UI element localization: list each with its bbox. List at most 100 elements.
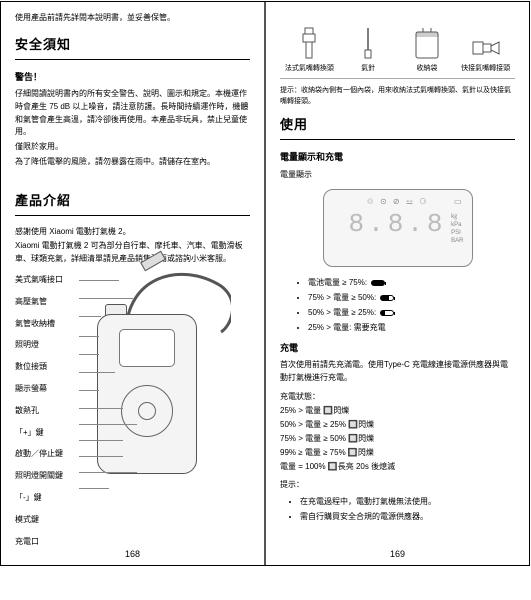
page-number: 169	[266, 547, 529, 561]
page-168: 使用產品前請先詳閱本說明書，並妥善保管。 安全須知 警告！ 仔細閱讀說明書內的所…	[1, 2, 265, 565]
page-169: 法式氣嘴轉換頭 氣針 收納袋 快接氣嘴轉接頭 提示：	[265, 2, 529, 565]
warning-text-2: 僅限於家用。	[15, 141, 250, 154]
diagram-label: 模式鍵	[15, 514, 79, 527]
accessory-item: 法式氣嘴轉換頭	[283, 24, 335, 74]
accessories-row: 法式氣嘴轉換頭 氣針 收納袋 快接氣嘴轉接頭	[280, 16, 515, 74]
state-line: 75% > 電量 ≥ 50% 🔲閃爍	[280, 433, 515, 446]
unit: BAR	[451, 238, 463, 246]
quick-adapter-icon	[471, 24, 501, 60]
product-diagram: 美式氣嘴接口 高壓氣管 氣管收納槽 照明燈 數位接頭 顯示螢幕 散熱孔 「+」鍵…	[15, 274, 250, 504]
battery-pill-icon	[380, 310, 394, 316]
leader-line	[79, 336, 99, 337]
thanks-text: 感謝使用 Xiaomi 電動打氣機 2。	[15, 226, 250, 239]
tips-list: 在充電過程中，電動打氣機無法使用。 需自行購買安全合規的電源供應器。	[300, 496, 515, 524]
heading-safety: 安全須知	[15, 35, 250, 56]
leader-line	[79, 440, 123, 441]
diagram-label: 啟動／停止鍵	[15, 448, 79, 461]
rule	[280, 139, 515, 140]
leader-line	[79, 424, 137, 425]
leader-line	[79, 390, 99, 391]
diagram-label: 「-」鍵	[15, 492, 79, 505]
leader-line	[79, 372, 115, 373]
heading-battery: 電量顯示和充電	[280, 150, 515, 164]
state-line: 99% ≥ 電量 ≥ 75% 🔲閃爍	[280, 447, 515, 460]
device-illustration	[97, 314, 197, 474]
device-dial	[121, 385, 173, 437]
level-text: 電池電量 ≥ 75%:	[308, 278, 367, 287]
bag-icon	[414, 24, 440, 60]
battery-icon: ▭	[454, 196, 462, 209]
level-text: 25% > 電量: 需要充電	[308, 323, 386, 332]
adapter-icon	[300, 24, 318, 60]
unit: kPa	[451, 222, 463, 230]
battery-level-list: 電池電量 ≥ 75%: 75% > 電量 ≥ 50%: 50% > 電量 ≥ 2…	[308, 277, 515, 334]
accessory-label: 法式氣嘴轉換頭	[285, 63, 334, 74]
battery-pill-icon	[371, 280, 385, 286]
device-body	[97, 314, 197, 474]
unit-list: ㎏ kPa PSI BAR	[451, 214, 463, 245]
list-item: 在充電過程中，電動打氣機無法使用。	[300, 496, 515, 509]
leader-line	[79, 456, 123, 457]
list-item: 需自行購買安全合規的電源供應器。	[300, 511, 515, 524]
diagram-label: 氣管收納槽	[15, 318, 79, 331]
warning-text-1: 仔細閱讀說明書內的所有安全警告、說明、圖示和規定。本機運作時會產生 75 dB …	[15, 88, 250, 139]
warning-text-3: 為了降低電擊的風險，請勿暴露在雨中。請儲存在室內。	[15, 156, 250, 169]
heading-charge: 充電	[280, 341, 515, 355]
list-item: 75% > 電量 ≥ 50%:	[308, 292, 515, 305]
leader-line	[79, 316, 101, 317]
diagram-label: 照明燈	[15, 339, 79, 352]
state-line: 50% > 電量 ≥ 25% 🔲閃爍	[280, 419, 515, 432]
heading-tips: 提示：	[280, 479, 515, 492]
accessory-label: 收納袋	[416, 63, 437, 74]
heading-use: 使用	[280, 115, 515, 136]
list-item: 電池電量 ≥ 75%:	[308, 277, 515, 290]
rule	[15, 215, 250, 216]
intro-text: 使用產品前請先詳閱本說明書，並妥善保管。	[15, 12, 250, 25]
battery-pill-icon	[380, 295, 394, 301]
accessory-item: 快接氣嘴轉接頭	[460, 24, 512, 74]
state-line: 25% > 電量 🔲閃爍	[280, 405, 515, 418]
diagram-label: 照明燈開關鍵	[15, 470, 79, 483]
battery-show-label: 電量顯示	[280, 169, 515, 182]
page-spread: 使用產品前請先詳閱本說明書，並妥善保管。 安全須知 警告！ 仔細閱讀說明書內的所…	[0, 1, 530, 566]
leader-line	[79, 472, 137, 473]
diagram-labels: 美式氣嘴接口 高壓氣管 氣管收納槽 照明燈 數位接頭 顯示螢幕 散熱孔 「+」鍵…	[15, 274, 79, 557]
accessory-tip: 提示：收納袋內側有一個內袋，用來收納法式氣嘴轉換頭、氣針以及快接氣嘴轉接頭。	[280, 85, 515, 107]
needle-icon	[363, 24, 373, 60]
leader-line	[79, 298, 133, 299]
rule	[280, 78, 515, 79]
rule	[15, 59, 250, 60]
heading-charge-state: 充電狀態：	[280, 391, 515, 404]
accessory-item: 氣針	[342, 24, 394, 74]
leader-line	[79, 354, 99, 355]
list-item: 25% > 電量: 需要充電	[308, 322, 515, 335]
leader-line	[79, 280, 119, 281]
product-desc: Xiaomi 電動打氣機 2 可為部分自行車、摩托車、汽車、電動滑板車、球類充氣…	[15, 240, 250, 266]
unit: ㎏	[451, 214, 463, 222]
diagram-label: 高壓氣管	[15, 296, 79, 309]
accessory-item: 收納袋	[401, 24, 453, 74]
level-text: 50% > 電量 ≥ 25%:	[308, 308, 376, 317]
charge-state-list: 25% > 電量 🔲閃爍 50% > 電量 ≥ 25% 🔲閃爍 75% > 電量…	[280, 405, 515, 473]
accessory-label: 氣針	[361, 63, 375, 74]
leader-line	[79, 408, 123, 409]
diagram-label: 散熱孔	[15, 405, 79, 418]
list-item: 50% > 電量 ≥ 25%:	[308, 307, 515, 320]
diagram-label: 顯示螢幕	[15, 383, 79, 396]
diagram-label: 數位接頭	[15, 361, 79, 374]
charge-note: 首次使用前請先充滿電。使用Type-C 充電線連接電源供應器與電動打氣機進行充電…	[280, 359, 515, 385]
state-line: 電量 = 100% 🔲長亮 20s 後熄滅	[280, 461, 515, 474]
leader-line	[79, 488, 109, 489]
unit: PSI	[451, 230, 463, 238]
mode-icons: ♲ ⊙ ⊘ ⚍ ⚆	[332, 196, 464, 209]
heading-warning: 警告！	[15, 70, 250, 84]
device-screen	[119, 329, 175, 367]
level-text: 75% > 電量 ≥ 50%:	[308, 293, 376, 302]
accessory-label: 快接氣嘴轉接頭	[461, 63, 510, 74]
page-number: 168	[1, 547, 264, 561]
heading-product: 產品介紹	[15, 191, 250, 212]
display-mock: ♲ ⊙ ⊘ ⚍ ⚆ ▭ 8.8.8 ㎏ kPa PSI BAR	[323, 189, 473, 267]
diagram-label: 美式氣嘴接口	[15, 274, 79, 287]
seven-segment: 8.8.8	[332, 211, 464, 237]
diagram-label: 「+」鍵	[15, 427, 79, 440]
